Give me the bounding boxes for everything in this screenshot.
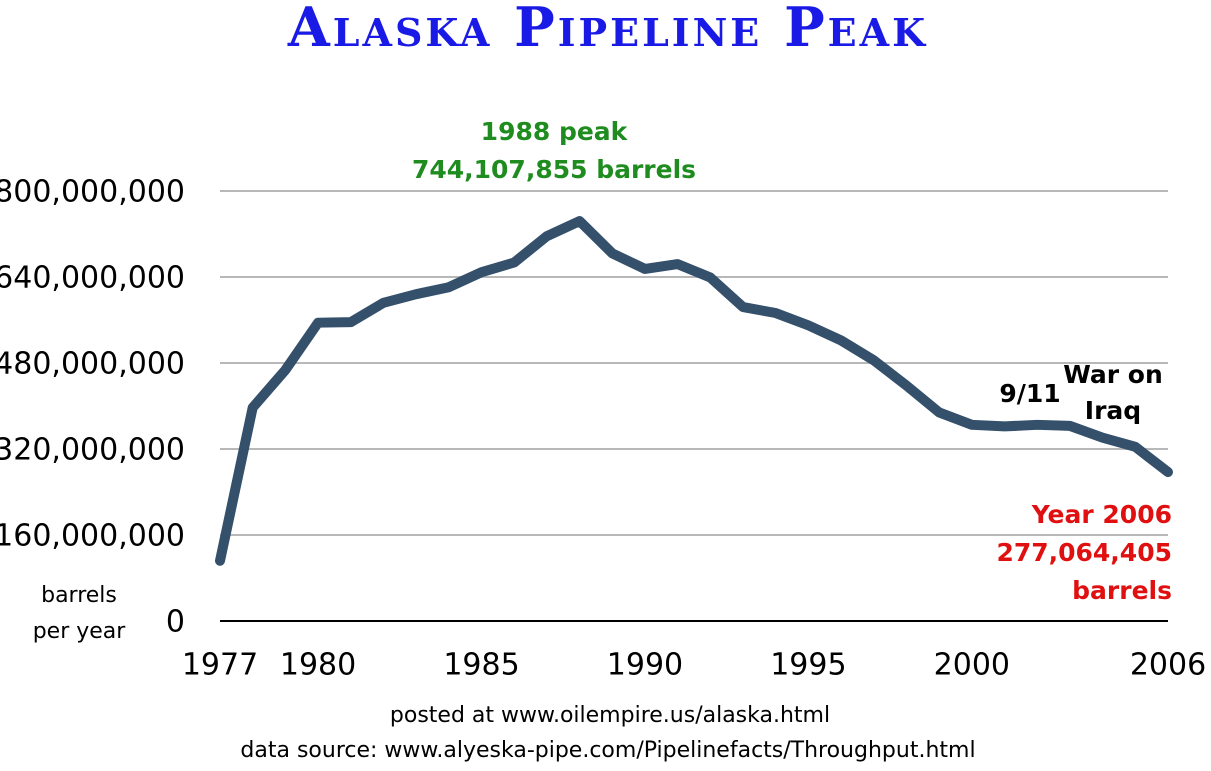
footer: posted at www.oilempire.us/alaska.html [390,703,830,728]
y-tick-label: 0 [166,605,185,640]
data-line [215,216,1173,566]
annotation: 744,107,855 barrels [412,155,696,184]
annotation: 1988 peak [481,117,629,146]
annotation: Year 2006 [1031,500,1172,529]
annotation: Iraq [1085,396,1141,425]
y-tick-label: 800,000,000 [0,175,185,210]
annotation: 277,064,405 [996,538,1172,567]
x-tick-label: 1990 [607,648,683,683]
annotation: War on [1063,360,1163,389]
y-tick-label: 320,000,000 [0,433,185,468]
y-tick-label: 160,000,000 [0,519,185,554]
x-tick-label: 2000 [934,648,1010,683]
x-tick-label: 1980 [280,648,356,683]
annotation: 9/11 [999,379,1060,408]
x-tick-label: 1985 [443,648,519,683]
footer: data source: www.alyeska-pipe.com/Pipeli… [240,738,975,763]
y-tick-label: 640,000,000 [0,261,185,296]
chart-title: Alaska Pipeline Peak [287,0,928,59]
annotation: barrels [1072,576,1172,605]
x-tick-label: 1995 [770,648,846,683]
y-axis-label: per year [33,619,127,644]
y-tick-label: 480,000,000 [0,347,185,382]
x-tick-label: 2006 [1130,648,1206,683]
y-axis-label: barrels [41,583,117,608]
x-tick-label: 1977 [182,648,258,683]
